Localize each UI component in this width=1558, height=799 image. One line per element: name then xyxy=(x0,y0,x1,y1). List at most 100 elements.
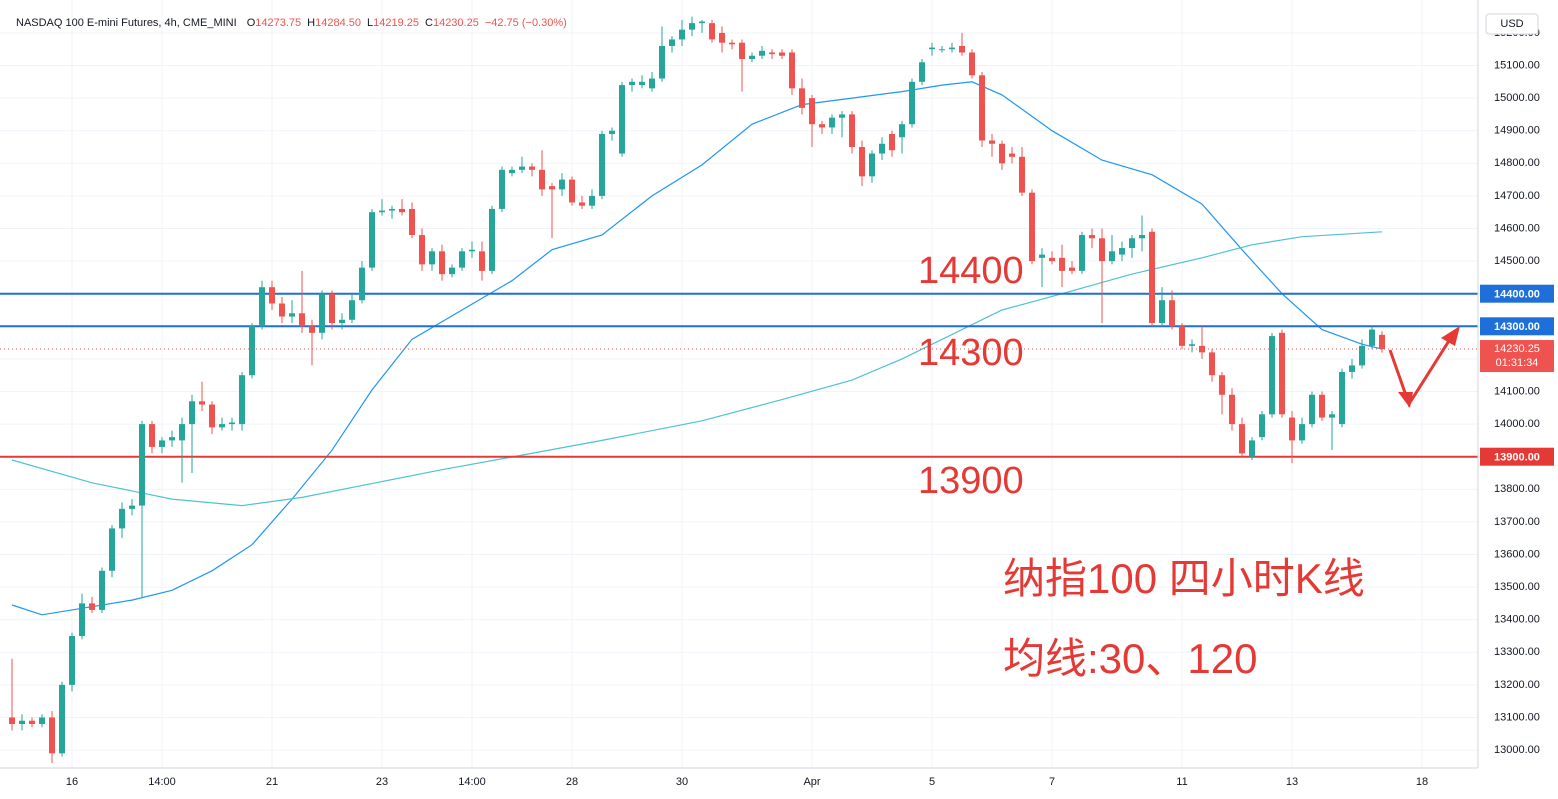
y-tick-label: 13200.00 xyxy=(1494,679,1540,691)
candle-body xyxy=(399,208,405,213)
candle-body xyxy=(239,375,245,425)
level-label-box xyxy=(1480,447,1554,466)
candle-body xyxy=(19,720,25,724)
candle-body xyxy=(949,47,955,50)
candle-body xyxy=(649,78,655,89)
candle-body xyxy=(109,528,115,571)
candle-body xyxy=(809,98,815,125)
candle-body xyxy=(1049,257,1055,262)
candle-body xyxy=(439,251,445,275)
candle-body xyxy=(679,29,685,40)
candle-body xyxy=(179,424,185,441)
level-label: 13900.00 xyxy=(1494,452,1540,464)
x-tick-label: 5 xyxy=(929,776,935,788)
candle-body xyxy=(1159,300,1165,324)
candle-body xyxy=(719,32,725,43)
candle-body xyxy=(1309,394,1315,425)
y-tick-label: 13800.00 xyxy=(1494,483,1540,495)
candle-body xyxy=(49,717,55,754)
candle-body xyxy=(1009,153,1015,157)
candle-body xyxy=(669,39,675,46)
candle-body xyxy=(579,202,585,206)
arrow-head xyxy=(1398,392,1413,408)
candle-body xyxy=(1379,334,1385,350)
candle-body xyxy=(539,169,545,190)
candle-body xyxy=(549,186,555,190)
last-price-label: 14230.25 xyxy=(1494,343,1540,355)
candle-body xyxy=(259,287,265,327)
candle-body xyxy=(819,124,825,128)
candle-body xyxy=(969,52,975,76)
legend-change: −42.75 (−0.30%) xyxy=(485,17,567,29)
candle-body xyxy=(1029,192,1035,262)
y-tick-label: 15000.00 xyxy=(1494,92,1540,104)
candles xyxy=(9,16,1385,764)
x-tick-label: 11 xyxy=(1176,776,1187,788)
price-axis xyxy=(1478,0,1558,799)
candle-body xyxy=(279,303,285,317)
candle-body xyxy=(989,140,995,144)
candle-body xyxy=(569,179,575,203)
candle-body xyxy=(1369,329,1375,346)
y-tick-label: 14100.00 xyxy=(1494,385,1540,397)
candle-body xyxy=(559,179,565,190)
candle-body xyxy=(1099,238,1105,262)
arrow-head xyxy=(1441,326,1460,346)
candle-body xyxy=(1219,375,1225,395)
legend-value: 14219.25 xyxy=(373,17,419,29)
candle-body xyxy=(1079,235,1085,271)
candle-body xyxy=(999,143,1005,164)
candle-body xyxy=(449,267,455,275)
candle-body xyxy=(739,42,745,60)
y-tick-label: 13100.00 xyxy=(1494,711,1540,723)
legend-key: C xyxy=(425,17,433,29)
moving-averages xyxy=(11,81,1383,616)
candle-body xyxy=(769,52,775,55)
candle-body xyxy=(1359,345,1365,366)
currency-button[interactable] xyxy=(1485,13,1539,35)
candle-body xyxy=(1059,257,1065,271)
y-tick-label: 14600.00 xyxy=(1494,222,1540,234)
candle-body xyxy=(729,42,735,45)
candle-body xyxy=(429,251,435,265)
candle-body xyxy=(199,401,205,405)
annotation: 均线:30、120 xyxy=(1003,635,1257,682)
last-price-box xyxy=(1480,340,1554,373)
candle-body xyxy=(499,169,505,209)
candle-body xyxy=(229,422,235,425)
currency[interactable]: USD xyxy=(1500,18,1523,30)
candle-body xyxy=(479,251,485,271)
candle-body xyxy=(979,75,985,141)
legend-value: 14284.50 xyxy=(315,17,361,29)
arrow-drawing xyxy=(1388,326,1460,408)
candle-body xyxy=(889,133,895,151)
candle-body xyxy=(309,326,315,333)
legend-key: H xyxy=(307,17,315,29)
candle-body xyxy=(1269,336,1275,415)
candle-body xyxy=(1109,251,1115,262)
candle-body xyxy=(169,437,175,441)
candle-body xyxy=(749,55,755,60)
candle-body xyxy=(1039,254,1045,258)
x-tick-label: 7 xyxy=(1049,776,1055,788)
x-tick-label: 14:00 xyxy=(148,776,176,788)
candle-body xyxy=(759,50,765,56)
candle-body xyxy=(1319,394,1325,418)
candle-body xyxy=(879,143,885,154)
legend-value: 14273.75 xyxy=(255,17,301,29)
candle-body xyxy=(939,49,945,51)
y-tick-label: 13300.00 xyxy=(1494,646,1540,658)
candle-body xyxy=(1339,371,1345,425)
annotation: 纳指100 四小时K线 xyxy=(1003,555,1365,602)
candle-body xyxy=(589,195,595,206)
candle-body xyxy=(509,169,515,174)
candle-body xyxy=(1239,424,1245,454)
candle-body xyxy=(1189,344,1195,346)
candle-body xyxy=(779,52,785,56)
candle-body xyxy=(869,153,875,177)
candle-body xyxy=(299,313,305,327)
candle-body xyxy=(59,684,65,754)
annotation: 13900 xyxy=(918,460,1024,502)
candle-body xyxy=(119,508,125,529)
candle-body xyxy=(9,717,15,724)
